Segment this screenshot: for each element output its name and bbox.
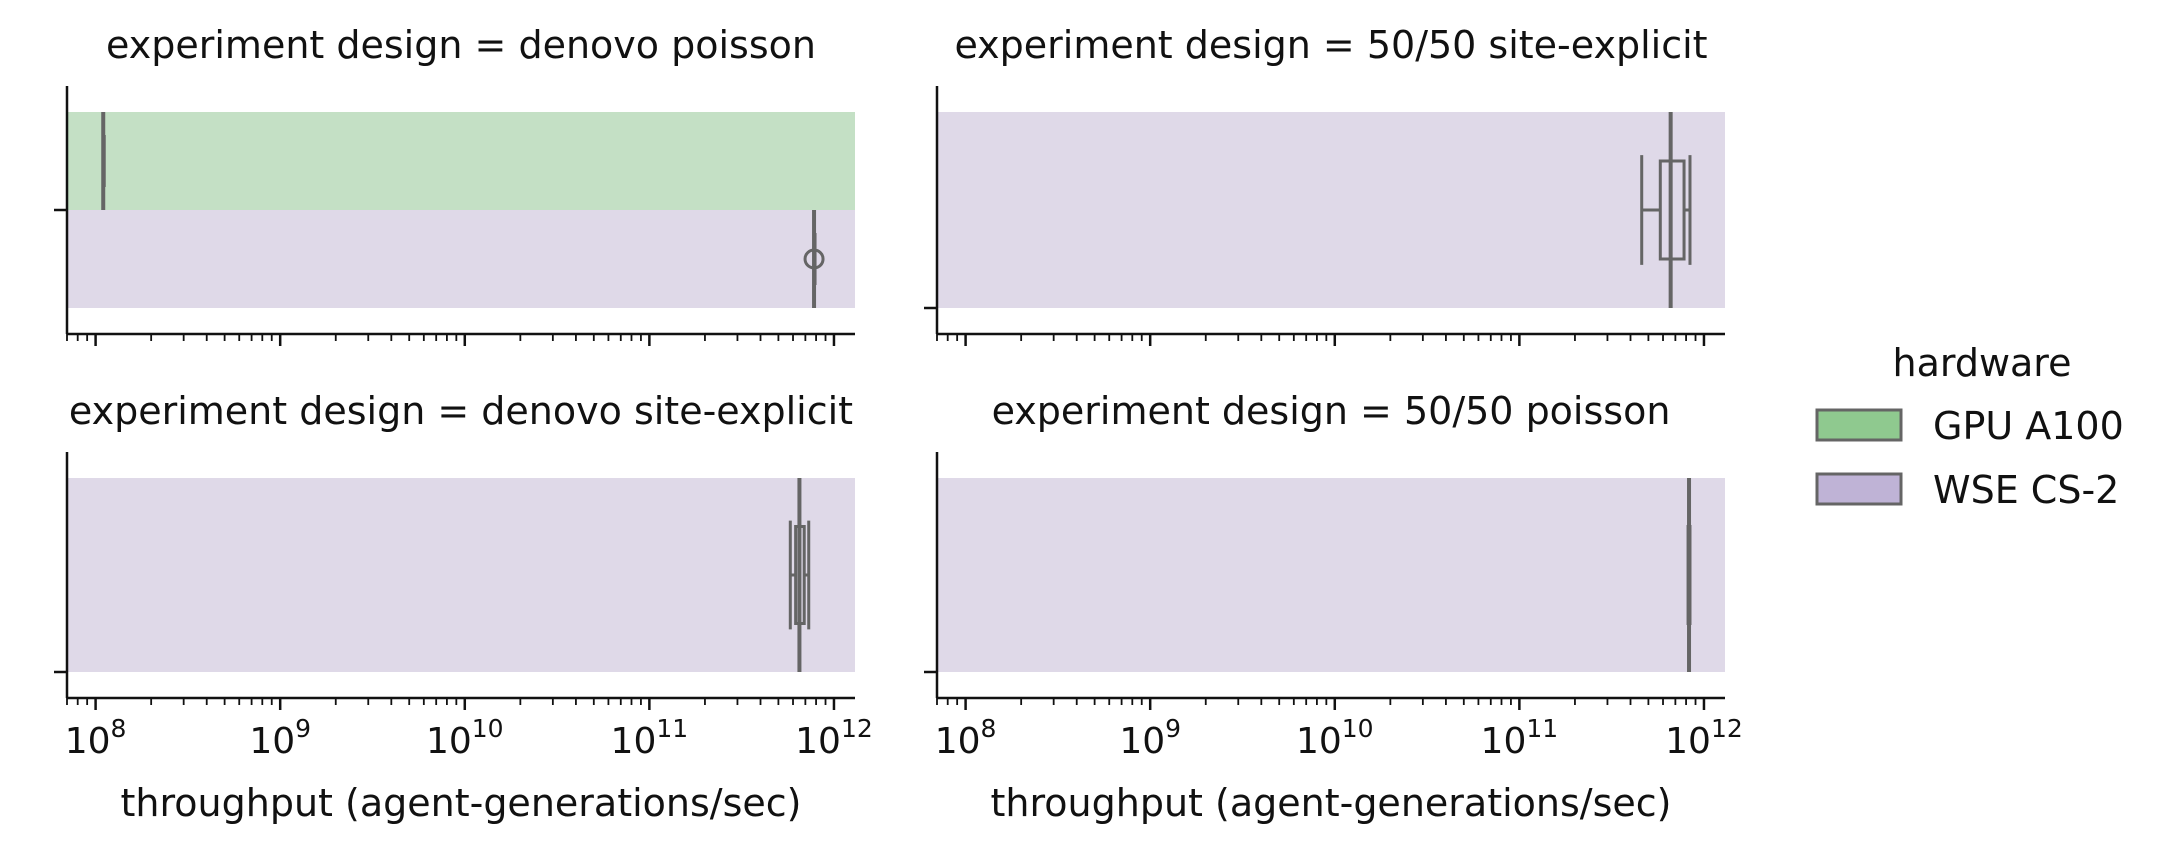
x-tick-label-base: 10 xyxy=(65,721,111,762)
x-tick-label: 1011 xyxy=(1481,714,1559,762)
panel-title: experiment design = 50/50 site-explicit xyxy=(954,23,1707,67)
x-tick-label-exponent: 8 xyxy=(111,714,127,743)
x-tick-label-base: 10 xyxy=(611,721,657,762)
legend-label: WSE CS-2 xyxy=(1933,468,2119,512)
outlier-point xyxy=(803,248,825,270)
x-axis-label: throughput (agent-generations/sec) xyxy=(121,781,802,825)
band-wse-cs-2 xyxy=(937,112,1725,308)
band-wse-cs-2 xyxy=(937,478,1725,672)
x-tick-label: 109 xyxy=(1119,714,1181,762)
x-tick-label-exponent: 12 xyxy=(841,714,873,743)
band-gpu-a100 xyxy=(67,112,855,210)
x-tick-label-exponent: 9 xyxy=(295,714,311,743)
x-tick-label: 1012 xyxy=(795,714,873,762)
x-tick-label-base: 10 xyxy=(1296,721,1342,762)
x-tick-label-base: 10 xyxy=(935,721,981,762)
x-tick-label-base: 10 xyxy=(1665,721,1711,762)
x-tick-label: 1010 xyxy=(426,714,504,762)
x-tick-label-base: 10 xyxy=(795,721,841,762)
panel-1: experiment design = denovo poisson xyxy=(54,23,855,346)
legend: hardware GPU A100 WSE CS-2 xyxy=(1815,341,2124,512)
panel-title: experiment design = denovo site-explicit xyxy=(69,389,853,433)
x-tick-label: 109 xyxy=(249,714,311,762)
x-tick-label-base: 10 xyxy=(1481,721,1527,762)
x-tick-label: 1011 xyxy=(611,714,689,762)
x-tick-label-exponent: 11 xyxy=(656,714,688,743)
x-tick-label-base: 10 xyxy=(426,721,472,762)
panel-2: experiment design = 50/50 site-explicit xyxy=(924,23,1725,346)
x-tick-label: 108 xyxy=(65,714,127,762)
panel-title: experiment design = 50/50 poisson xyxy=(992,389,1671,433)
panel-title: experiment design = denovo poisson xyxy=(106,23,816,67)
x-axis-label: throughput (agent-generations/sec) xyxy=(991,781,1672,825)
legend-label: GPU A100 xyxy=(1933,404,2124,448)
x-tick-label: 108 xyxy=(935,714,997,762)
legend-swatch xyxy=(1815,472,1903,506)
legend-title: hardware xyxy=(1893,341,2072,385)
x-tick-label-exponent: 9 xyxy=(1165,714,1181,743)
legend-swatch xyxy=(1815,408,1903,442)
band-wse-cs-2 xyxy=(67,210,855,308)
x-tick-label: 1010 xyxy=(1296,714,1374,762)
x-tick-label-exponent: 8 xyxy=(981,714,997,743)
band-wse-cs-2 xyxy=(67,478,855,672)
x-tick-label: 1012 xyxy=(1665,714,1743,762)
x-tick-label-base: 10 xyxy=(1119,721,1165,762)
x-tick-label-exponent: 11 xyxy=(1526,714,1558,743)
x-tick-label-exponent: 10 xyxy=(1342,714,1374,743)
x-tick-label-base: 10 xyxy=(249,721,295,762)
x-tick-label-exponent: 10 xyxy=(472,714,504,743)
x-tick-label-exponent: 12 xyxy=(1711,714,1743,743)
